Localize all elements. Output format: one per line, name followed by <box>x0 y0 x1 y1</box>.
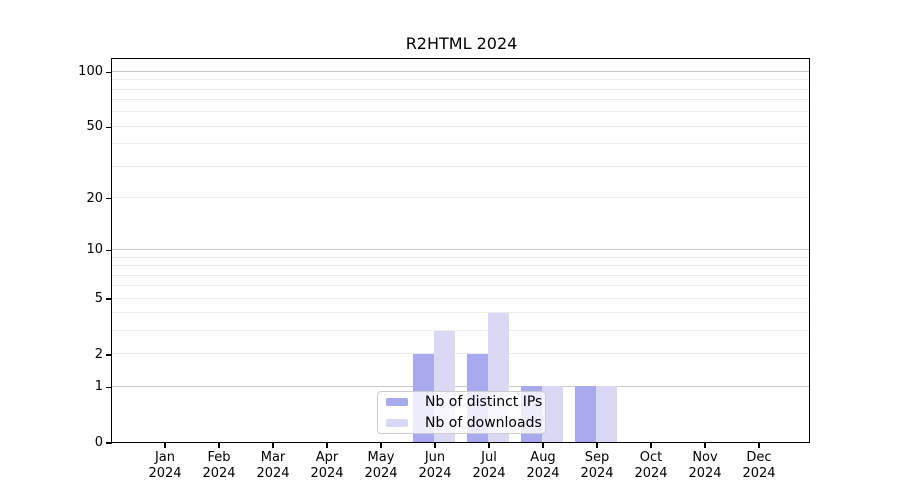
gridline-minor-60 <box>112 111 809 113</box>
x-tick-label-oct: Oct 2024 <box>624 450 678 482</box>
x-label-month-nov: Nov <box>692 450 718 465</box>
y-tick-label-20: 20 <box>86 190 103 206</box>
legend-label-distinct-ips: Nb of distinct IPs <box>425 394 543 411</box>
y-tick-label-0: 0 <box>94 435 103 450</box>
x-tick-jul <box>488 442 490 448</box>
x-tick-dec <box>758 442 760 448</box>
x-label-month-mar: Mar <box>260 450 286 465</box>
legend-item-downloads: Nb of downloads <box>386 413 545 433</box>
gridline-minor-2 <box>112 353 809 355</box>
y-tick-5 <box>106 298 112 300</box>
gridline-minor-3 <box>112 330 809 332</box>
x-tick-label-jul: Jul 2024 <box>462 450 516 482</box>
y-tick-50 <box>106 126 112 129</box>
x-label-year-jun: 2024 <box>418 466 452 481</box>
x-label-year-dec: 2024 <box>742 466 776 481</box>
x-label-month-sep: Sep <box>584 450 610 465</box>
gridline-minor-8 <box>112 265 809 267</box>
bar-sep-ips <box>575 386 596 442</box>
gridline-minor-7 <box>112 274 809 276</box>
x-tick-label-jun: Jun 2024 <box>408 450 462 482</box>
legend: Nb of distinct IPs Nb of downloads <box>377 391 546 434</box>
y-tick-1 <box>106 386 112 389</box>
y-tick-0 <box>106 442 112 444</box>
x-tick-may <box>380 442 382 448</box>
x-label-year-oct: 2024 <box>634 466 668 481</box>
x-tick-label-jan: Jan 2024 <box>138 450 192 482</box>
x-tick-label-feb: Feb 2024 <box>192 450 246 482</box>
x-label-month-feb: Feb <box>207 450 231 465</box>
y-tick-label-10: 10 <box>86 242 103 258</box>
x-tick-label-aug: Aug 2024 <box>516 450 570 482</box>
x-label-month-may: May <box>367 450 395 465</box>
x-tick-feb <box>218 442 220 448</box>
x-tick-apr <box>326 442 328 448</box>
x-tick-label-may: May 2024 <box>354 450 408 482</box>
gridline-minor-4 <box>112 312 809 314</box>
x-tick-aug <box>542 442 544 448</box>
x-label-month-jun: Jun <box>424 450 446 465</box>
grid-layer <box>112 59 809 442</box>
y-tick-label-2: 2 <box>94 346 103 362</box>
gridline-major-1 <box>112 385 809 387</box>
bar-sep-downloads <box>596 386 617 442</box>
gridline-minor-9 <box>112 256 809 258</box>
x-tick-mar <box>272 442 274 448</box>
x-tick-jun <box>434 442 436 448</box>
y-tick-20 <box>106 197 112 200</box>
x-label-year-nov: 2024 <box>688 466 722 481</box>
bar-aug-downloads <box>542 386 563 442</box>
x-tick-label-sep: Sep 2024 <box>570 450 624 482</box>
x-tick-jan <box>164 442 166 448</box>
x-label-month-jan: Jan <box>154 450 176 465</box>
x-label-year-feb: 2024 <box>202 466 236 481</box>
gridline-minor-20 <box>112 197 809 199</box>
gridline-minor-90 <box>112 79 809 81</box>
gridline-minor-5 <box>112 297 809 299</box>
x-tick-nov <box>704 442 706 448</box>
gridline-major-100 <box>112 70 809 72</box>
legend-item-distinct-ips: Nb of distinct IPs <box>386 392 545 412</box>
x-label-year-sep: 2024 <box>580 466 614 481</box>
x-tick-label-dec: Dec 2024 <box>732 450 786 482</box>
distinct-ips-swatch <box>386 398 408 407</box>
x-tick-sep <box>596 442 598 448</box>
x-tick-label-apr: Apr 2024 <box>300 450 354 482</box>
x-label-month-jul: Jul <box>481 450 497 465</box>
y-tick-label-50: 50 <box>86 119 103 135</box>
x-tick-oct <box>650 442 652 448</box>
x-label-month-dec: Dec <box>746 450 772 465</box>
x-label-month-aug: Aug <box>530 450 556 465</box>
downloads-swatch <box>386 418 408 427</box>
x-label-year-jan: 2024 <box>148 466 182 481</box>
gridline-minor-6 <box>112 285 809 287</box>
gridline-minor-80 <box>112 88 809 90</box>
legend-label-downloads: Nb of downloads <box>425 414 542 431</box>
y-tick-label-1: 1 <box>94 379 103 395</box>
gridline-major-10 <box>112 248 809 250</box>
x-label-year-apr: 2024 <box>310 466 344 481</box>
y-tick-label-5: 5 <box>94 291 103 307</box>
plot-area: Nb of distinct IPs Nb of downloads <box>111 58 810 443</box>
y-tick-100 <box>106 71 112 74</box>
x-tick-label-mar: Mar 2024 <box>246 450 300 482</box>
y-tick-label-100: 100 <box>78 64 103 80</box>
x-label-year-mar: 2024 <box>256 466 290 481</box>
y-tick-10 <box>106 249 112 252</box>
gridline-minor-50 <box>112 125 809 127</box>
x-tick-label-nov: Nov 2024 <box>678 450 732 482</box>
y-tick-2 <box>106 354 112 356</box>
x-label-month-apr: Apr <box>315 450 339 465</box>
gridline-minor-30 <box>112 165 809 167</box>
x-label-year-jul: 2024 <box>472 466 506 481</box>
gridline-minor-40 <box>112 143 809 145</box>
bars-layer <box>112 59 809 442</box>
x-label-year-aug: 2024 <box>526 466 560 481</box>
chart-title: R2HTML 2024 <box>405 34 518 53</box>
x-label-year-may: 2024 <box>364 466 398 481</box>
x-label-month-oct: Oct <box>639 450 663 465</box>
gridline-minor-70 <box>112 99 809 101</box>
